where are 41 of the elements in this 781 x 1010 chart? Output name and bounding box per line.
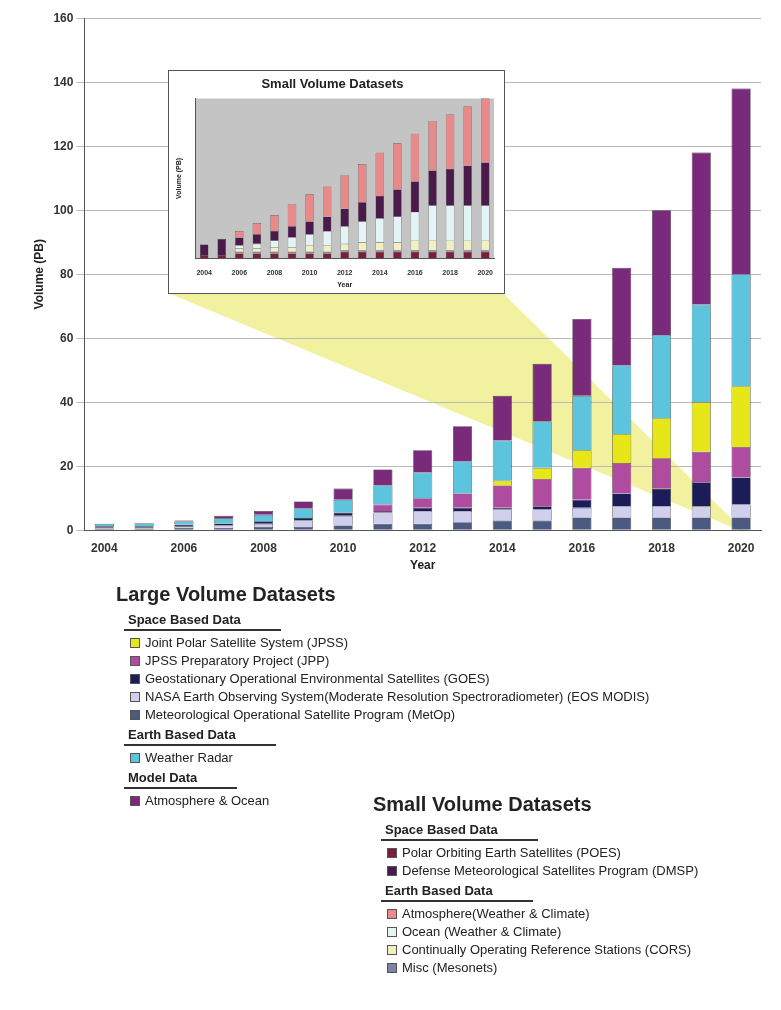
legend-label: Continually Operating Reference Stations (CORS) <box>402 942 692 957</box>
y-tick-label: 20 <box>60 458 74 473</box>
x-axis-title: Year <box>410 558 436 573</box>
legend-label: Meteorological Operational Satellite Program (MetOp) <box>145 707 455 722</box>
legend-label: Joint Polar Satellite System (JPSS) <box>145 635 349 650</box>
x-tick-label: 2018 <box>648 540 676 555</box>
y-axis-title: Volume (PB) <box>31 238 46 310</box>
legend-label: Atmosphere & Ocean <box>145 793 270 808</box>
y-tick-label: 120 <box>53 138 74 153</box>
legend-label: JPSS Preparatory Project (JPP) <box>145 653 330 668</box>
text: Space Based Data <box>381 820 538 841</box>
legend-label: Atmosphere(Weather & Climate) <box>402 906 590 921</box>
y-tick-label: 40 <box>60 394 74 409</box>
text: Earth Based Data <box>381 881 533 902</box>
x-tick-label: 2004 <box>90 540 118 555</box>
y-tick-label: 100 <box>53 202 74 217</box>
y-tick-label: 160 <box>53 10 74 25</box>
legend-title: Small Volume Datasets <box>373 793 593 816</box>
legend-label: Misc (Mesonets) <box>402 960 498 975</box>
x-tick-label: 2014 <box>488 540 516 555</box>
x-tick-label: 2020 <box>727 540 755 555</box>
chart-title: Small Volume Datasets <box>261 76 404 92</box>
text: Earth Based Data <box>124 725 276 746</box>
text: Space Based Data <box>124 610 281 631</box>
legend-label: NASA Earth Observing System(Moderate Resolution Spectroradiometer) (EOS MODIS) <box>145 689 650 704</box>
x-tick-label: 2012 <box>409 540 437 555</box>
x-tick-label: 2016 <box>568 540 596 555</box>
y-tick-label: 0 <box>66 522 74 537</box>
text: Model Data <box>124 768 238 789</box>
x-tick-label: 2008 <box>250 540 278 555</box>
y-tick-label: 60 <box>60 330 74 345</box>
legend-label: Defense Meteorological Satellites Program (DMSP) <box>402 863 699 878</box>
x-tick-label: 2010 <box>329 540 357 555</box>
legend-title: Large Volume Datasets <box>116 583 337 606</box>
y-tick-label: 80 <box>60 266 74 281</box>
legend-label: Geostationary Operational Environmental Satellites (GOES) <box>145 671 490 686</box>
legend-label: Weather Radar <box>145 750 233 765</box>
x-tick-label: 2006 <box>170 540 198 555</box>
y-tick-label: 140 <box>53 74 74 89</box>
legend-label: Polar Orbiting Earth Satellites (POES) <box>402 845 621 860</box>
legend-label: Ocean (Weather & Climate) <box>402 924 562 939</box>
